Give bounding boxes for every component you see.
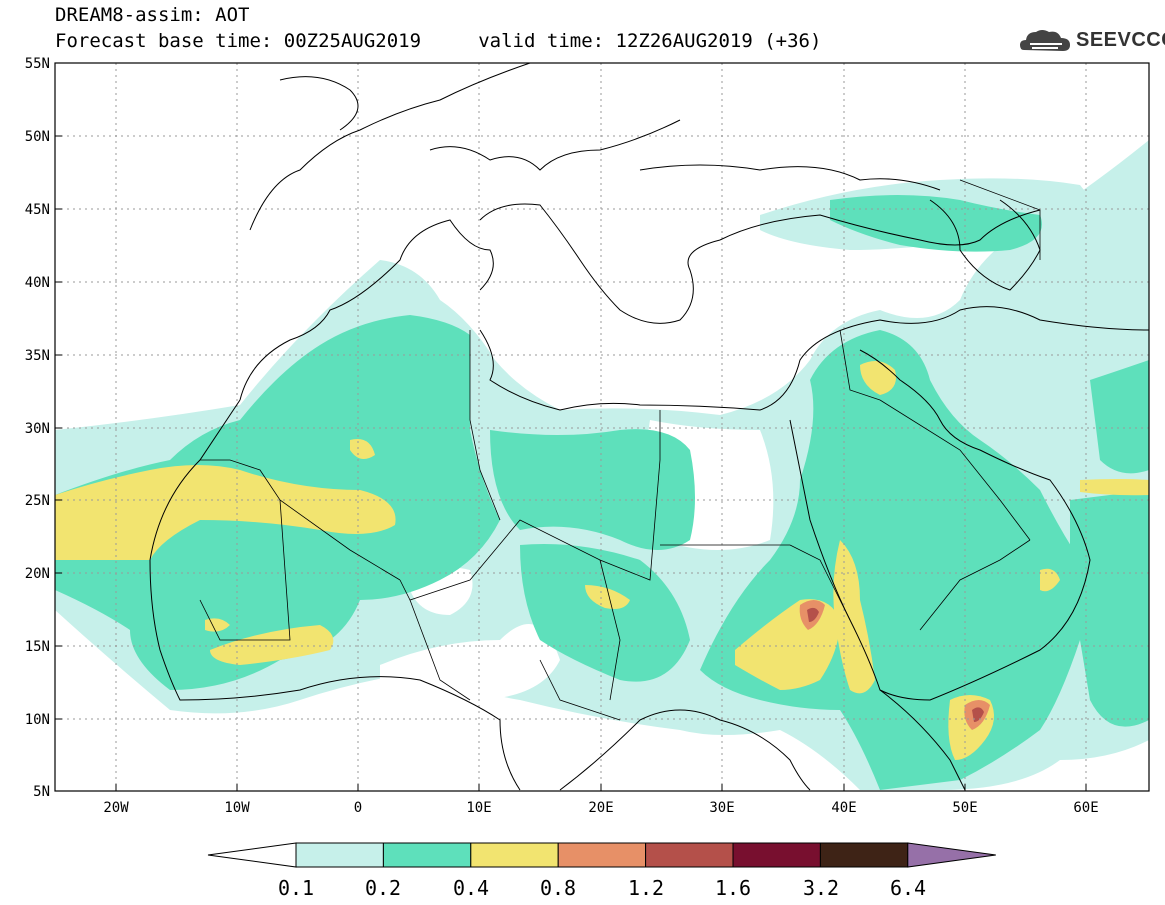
colorbar-label: 3.2 — [803, 876, 839, 900]
colorbar-segment — [382, 842, 472, 868]
forecast-time-subtitle: Forecast base time: 00Z25AUG2019 valid t… — [55, 30, 822, 52]
colorbar-labels: 0.1 0.2 0.4 0.8 1.2 1.6 3.2 6.4 — [278, 876, 926, 900]
colorbar-segment — [557, 842, 647, 868]
colorbar — [207, 842, 996, 868]
aot-field — [55, 63, 1149, 791]
aot-0-4-region — [55, 361, 1149, 760]
colorbar-segment — [732, 842, 821, 868]
axis-ticks — [55, 62, 1087, 792]
lat-label: 40N — [25, 275, 50, 291]
lat-label: 35N — [25, 348, 50, 364]
cloud-logo-icon — [1020, 30, 1070, 51]
lon-label: 20W — [103, 800, 129, 816]
lat-label: 10N — [25, 712, 50, 728]
lat-label: 20N — [25, 566, 50, 582]
colorbar-label: 0.1 — [278, 876, 314, 900]
lat-label: 55N — [25, 56, 50, 72]
colorbar-segment — [470, 842, 559, 868]
lat-label: 50N — [25, 129, 50, 145]
lon-label: 0 — [354, 800, 362, 816]
lon-labels: 20W 10W 0 10E 20E 30E 40E 50E 60E — [103, 800, 1098, 816]
colorbar-label: 1.2 — [628, 876, 664, 900]
colorbar-label: 0.2 — [365, 876, 401, 900]
lat-label: 45N — [25, 202, 50, 218]
coastlines — [149, 63, 1149, 791]
lon-label: 50E — [952, 800, 977, 816]
colorbar-label: 0.8 — [540, 876, 576, 900]
lat-label: 25N — [25, 493, 50, 509]
country-borders — [199, 179, 1041, 721]
lat-label: 30N — [25, 421, 50, 437]
map-title: DREAM8-assim: AOT — [55, 4, 250, 26]
colorbar-segment — [819, 842, 909, 868]
lon-label: 10E — [466, 800, 491, 816]
aot-1-2-region — [807, 607, 984, 722]
lon-label: 20E — [588, 800, 613, 816]
lat-labels: 55N 50N 45N 40N 35N 30N 25N 20N 15N 10N … — [25, 56, 50, 800]
grid — [55, 63, 1149, 791]
logo-text: SEEVCCC — [1076, 29, 1165, 51]
lat-label: 15N — [25, 639, 50, 655]
lon-label: 40E — [831, 800, 856, 816]
colorbar-label: 0.4 — [453, 876, 489, 900]
colorbar-arrow-low — [207, 842, 297, 868]
colorbar-label: 1.6 — [715, 876, 751, 900]
lon-label: 10W — [224, 800, 250, 816]
seevccc-logo: SEEVCCC — [1018, 24, 1165, 58]
lon-label: 60E — [1073, 800, 1098, 816]
colorbar-segment — [295, 842, 384, 868]
plot-frame — [54, 62, 1150, 792]
lon-label: 30E — [709, 800, 734, 816]
lat-label: 5N — [33, 784, 50, 800]
colorbar-arrow-high — [907, 842, 996, 868]
colorbar-label: 6.4 — [890, 876, 926, 900]
colorbar-segment — [645, 842, 734, 868]
